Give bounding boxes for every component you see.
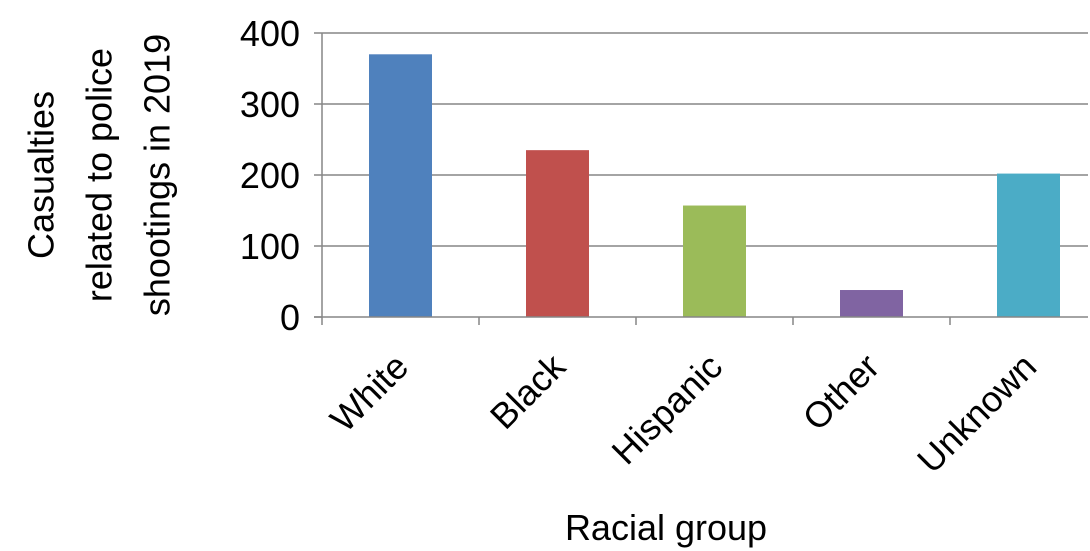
x-category-label: Other bbox=[794, 346, 887, 439]
x-category-label: Hispanic bbox=[604, 346, 731, 473]
bar-black bbox=[526, 150, 589, 317]
y-tick-label: 400 bbox=[240, 13, 300, 54]
x-category-labels: White Black Hispanic Other Unknown bbox=[322, 345, 1044, 481]
bar-hispanic bbox=[683, 205, 746, 317]
y-axis-title: Casualties related to police shootings in … bbox=[21, 34, 178, 316]
bars bbox=[369, 54, 1060, 318]
x-category-label: Unknown bbox=[909, 346, 1044, 481]
bar-unknown bbox=[997, 173, 1060, 317]
axes bbox=[314, 32, 1088, 325]
bar-white bbox=[369, 54, 432, 318]
x-axis-title: Racial group bbox=[565, 507, 767, 548]
y-axis-title-line: related to police bbox=[79, 48, 120, 302]
x-category-label: White bbox=[322, 346, 416, 440]
x-category-label: Black bbox=[482, 345, 574, 437]
y-tick-label: 100 bbox=[240, 226, 300, 267]
y-tick-label: 200 bbox=[240, 155, 300, 196]
bar-other bbox=[840, 290, 903, 317]
y-axis-title-line: Casualties bbox=[21, 91, 62, 259]
y-tick-label: 0 bbox=[280, 297, 300, 338]
y-axis-title-line: shootings in 2019 bbox=[137, 34, 178, 316]
y-tick-label: 300 bbox=[240, 84, 300, 125]
y-tick-labels: 0 100 200 300 400 bbox=[240, 13, 300, 338]
